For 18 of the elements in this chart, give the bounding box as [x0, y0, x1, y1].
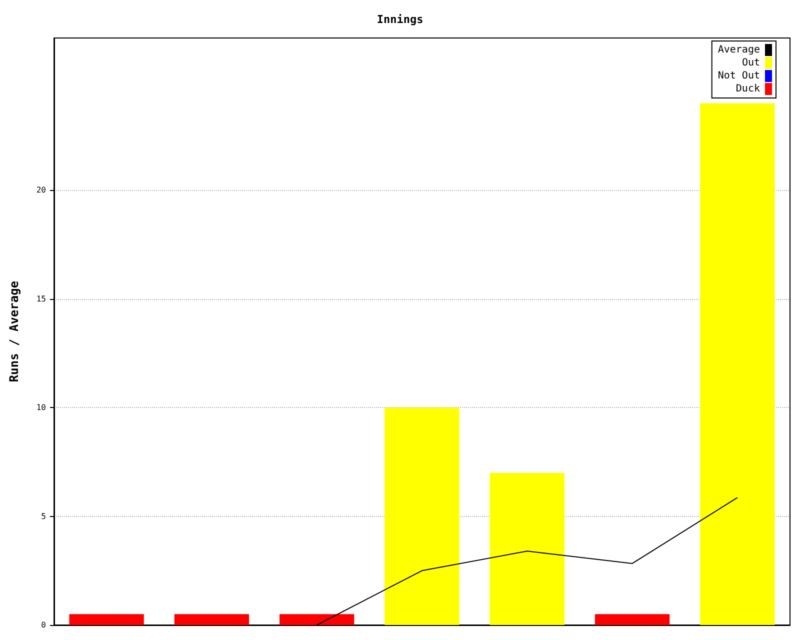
- bar: [490, 472, 564, 625]
- y-tick-label: 10: [36, 403, 46, 412]
- bar: [700, 103, 775, 625]
- y-axis-title: Runs / Average: [7, 280, 21, 382]
- bar: [280, 614, 354, 625]
- y-tick-label: 20: [36, 186, 46, 195]
- y-tick-label: 5: [41, 512, 46, 521]
- bar: [174, 614, 250, 625]
- legend-label: Duck: [736, 84, 760, 94]
- bar: [384, 408, 460, 625]
- bar: [594, 614, 670, 625]
- legend-label: Not Out: [718, 70, 760, 82]
- legend-label: Average: [718, 44, 760, 56]
- bar: [69, 614, 144, 625]
- y-tick-label: 15: [36, 294, 46, 304]
- y-tick-label: 0: [41, 620, 46, 630]
- legend-label: Out: [742, 58, 760, 68]
- chart-title: Innings: [376, 13, 424, 26]
